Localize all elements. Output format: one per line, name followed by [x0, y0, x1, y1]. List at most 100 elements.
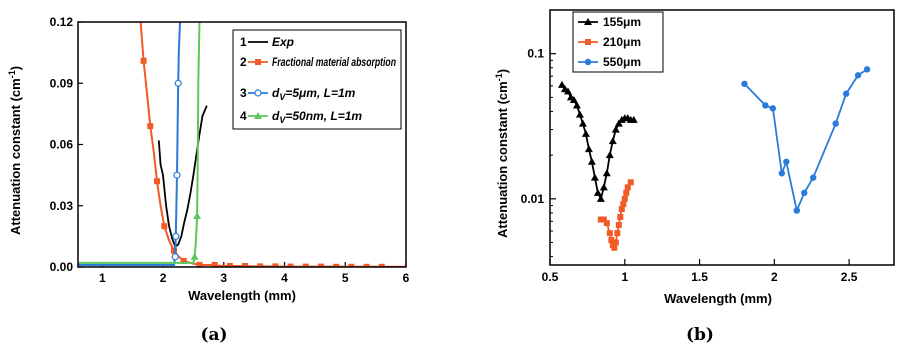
- chart-b-series-155-m-point: [599, 183, 608, 191]
- chart-b-series-550-m: [741, 66, 871, 214]
- chart-a-xtick-label: 6: [403, 271, 410, 285]
- chart-b-series-155-m-point: [605, 151, 614, 159]
- legend-marker: [254, 89, 262, 97]
- chart-b-legend: 155μm 210μm 550μm: [572, 11, 664, 73]
- chart-b-series-155-m-point: [608, 137, 617, 145]
- chart-a-series-2-point: [333, 263, 340, 267]
- chart-b-series-210-m-point: [608, 237, 615, 244]
- chart-a-series-2-point: [242, 262, 249, 267]
- chart-b-series-155-m-point: [584, 145, 593, 153]
- chart-b-series-210-m-point: [620, 201, 627, 208]
- chart-a-xtick-label: 1: [99, 271, 106, 285]
- chart-a-series-2-point: [161, 223, 168, 230]
- chart-a-series-2-point: [348, 263, 355, 267]
- chart-b-ylabel: Attenuation constant (cm-1): [494, 69, 510, 238]
- chart-b-series-155-m: [557, 80, 638, 202]
- chart-b-series-155-m-point: [614, 119, 623, 127]
- chart-b-series-155-m-point: [590, 173, 599, 181]
- chart-a-series-2-point: [147, 123, 154, 130]
- chart-a-xtick-label: 4: [281, 271, 288, 285]
- chart-b-series-210-m-point: [606, 230, 613, 237]
- svg-text:3: 3: [240, 86, 247, 100]
- chart-a-series-2-point: [211, 261, 218, 267]
- chart-b-xtick-label: 0.5: [542, 270, 559, 284]
- svg-text:4: 4: [240, 109, 247, 123]
- chart-b-series-155-m-point: [581, 129, 590, 137]
- chart-b-series-155-m-point: [611, 125, 620, 133]
- chart-a-series-2-point: [317, 263, 324, 267]
- chart-b-series-155-m-point: [602, 169, 611, 177]
- legend-item-dv5: 3 dV=5μm, L=1m: [240, 86, 356, 102]
- chart-b-series-550-m-point: [769, 105, 777, 112]
- chart-a-series-2-point: [272, 263, 279, 267]
- chart-b-series-210-m-point: [614, 230, 621, 237]
- legend-item-fractional: 2 Fractional material absorption: [240, 55, 396, 69]
- chart-b-series-155-m-point: [596, 194, 605, 202]
- chart-a-xlabel: Wavelength (mm): [188, 288, 296, 303]
- chart-b-series-155-m-point: [629, 115, 638, 123]
- chart-a-series-3-point: [171, 253, 179, 261]
- chart-a-series-3-point: [173, 171, 181, 179]
- legend-item-550: 550μm: [578, 55, 641, 69]
- legend-item-exp: 1 Exp: [240, 35, 294, 49]
- legend-item-dv50: 4 dV=50nm, L=1m: [240, 109, 362, 125]
- legend-label: Exp: [272, 35, 294, 49]
- chart-b-series-155-m-point: [593, 188, 602, 196]
- legend-marker: [584, 58, 592, 66]
- legend-marker: [585, 39, 591, 45]
- chart-a-ylabel: Attenuation constant (cm-1): [7, 66, 23, 235]
- chart-b-series-155-m-point: [563, 87, 572, 95]
- chart-a-series-4: [78, 22, 202, 264]
- legend-label: 155μm: [603, 15, 641, 29]
- chart-b-series-155-m-point: [569, 95, 578, 103]
- chart-a-series-2-point: [226, 262, 233, 267]
- svg-text:2: 2: [240, 55, 247, 69]
- chart-b-series-210-m-point: [621, 195, 628, 202]
- chart-a-xtick-label: 5: [342, 271, 349, 285]
- legend-label: Fractional material absorption: [272, 55, 396, 69]
- chart-b-series-210-m-point: [612, 239, 619, 246]
- chart-b-series-155-m-point: [575, 110, 584, 118]
- chart-b-series-550-m-point: [801, 189, 808, 197]
- chart-b-series-155-m-point: [572, 101, 581, 109]
- chart-b-series-550-m-point: [783, 158, 790, 165]
- legend-marker: [255, 59, 261, 65]
- chart-a-series-2-point: [287, 263, 294, 267]
- chart-a-series-2-point: [302, 263, 309, 267]
- chart-a-series-2-point: [196, 261, 203, 267]
- chart-a-series-2-point: [153, 178, 160, 185]
- chart-b-series-550-m-point: [741, 80, 748, 88]
- chart-b-xtick-label: 1: [621, 270, 628, 284]
- chart-b-series-155-m-point: [587, 157, 596, 165]
- chart-b-series-550-m-point: [832, 120, 839, 127]
- chart-a-ytick-label: 0.03: [50, 199, 74, 213]
- chart-a-series-3-point: [172, 232, 180, 240]
- chart-b-series-155-m-point: [578, 119, 587, 127]
- chart-b-xlabel: Wavelength (mm): [664, 291, 772, 306]
- chart-a-series-2-point: [180, 257, 187, 264]
- chart-b-series-210-m-point: [615, 222, 622, 229]
- chart-b-series-210-m-point: [600, 216, 607, 223]
- legend-label: 210μm: [603, 35, 641, 49]
- chart-b-series-210-m-point: [618, 206, 625, 213]
- chart-b-series-210-m: [597, 179, 634, 251]
- chart-a-series-2-point: [170, 247, 177, 254]
- chart-b-series-550-m-point: [793, 207, 800, 214]
- chart-b-series-550-m-point: [778, 170, 786, 177]
- chart-a-series-2-point: [378, 263, 385, 267]
- chart-a-legend-box: [232, 29, 402, 130]
- chart-a-ytick-label: 0.00: [50, 260, 74, 274]
- svg-text:1: 1: [240, 35, 247, 49]
- legend-label: dV=5μm, L=1m: [272, 86, 356, 102]
- chart-a-series-4-line: [78, 22, 201, 264]
- chart-b: 0.01 0.1 0.5 1 1.5 2 2.5 Attenuation constant…: [494, 9, 895, 345]
- chart-b-series-210-m-point: [627, 179, 634, 186]
- chart-a-series-2-point: [363, 263, 370, 267]
- chart-b-series-550-m-point: [762, 102, 769, 109]
- chart-a-series-2-point: [257, 263, 264, 267]
- chart-b-ytick-label: 0.01: [521, 192, 545, 206]
- chart-b-caption: (b): [686, 325, 714, 345]
- chart-a-xtick-label: 2: [160, 271, 167, 285]
- chart-a-ytick-label: 0.09: [50, 76, 74, 90]
